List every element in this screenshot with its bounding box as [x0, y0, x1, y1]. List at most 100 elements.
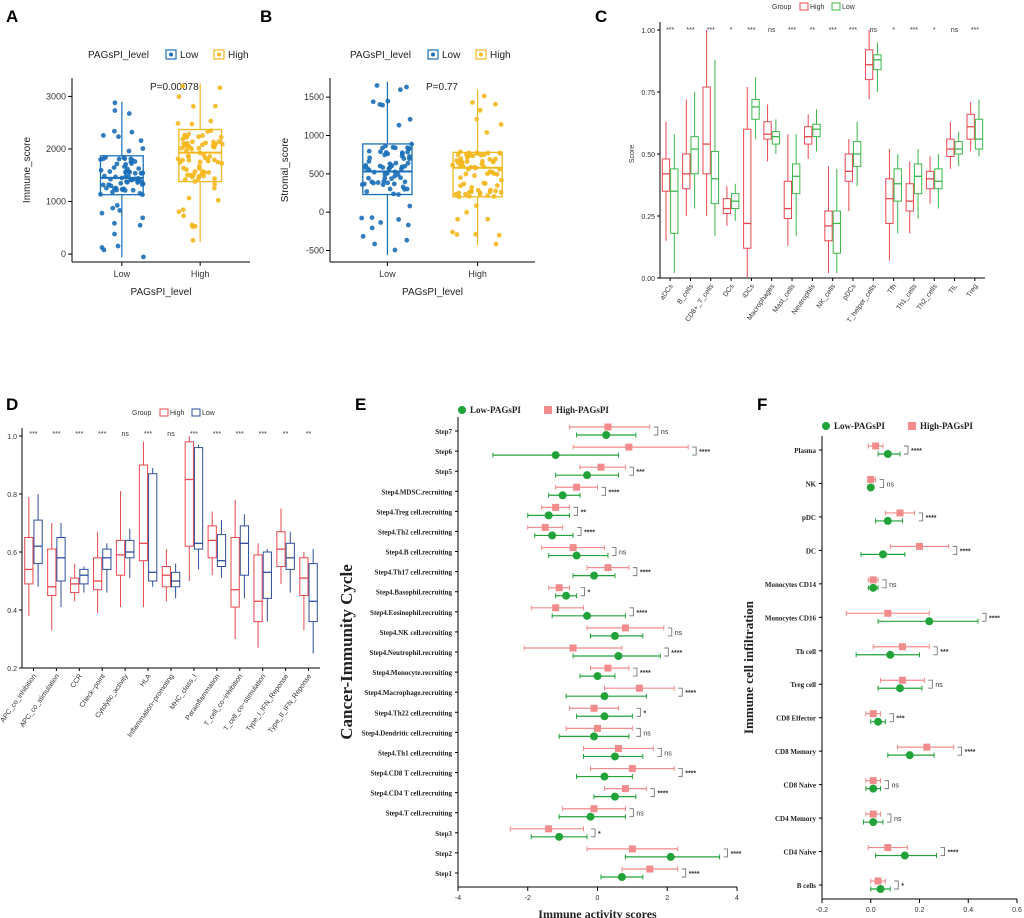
data-point [499, 177, 504, 183]
data-point [219, 160, 225, 166]
data-point [137, 190, 143, 196]
x-tick-label: NK_cells [816, 283, 838, 310]
x-tick-label: Type_I_IFN_Reponse [245, 673, 290, 733]
point-high [884, 609, 892, 617]
point-low [614, 652, 623, 660]
significance-label: ns [661, 429, 669, 436]
data-point [463, 191, 468, 197]
box-low [171, 571, 181, 588]
box-low [710, 151, 720, 205]
x-tick-label: Treg [966, 283, 980, 299]
data-point [407, 203, 413, 209]
significance-bracket [650, 788, 655, 798]
data-point [380, 165, 386, 170]
significance-label: *** [636, 469, 644, 476]
data-point [369, 225, 375, 231]
data-point [210, 143, 216, 149]
significance-bracket [611, 547, 617, 556]
significance-label: *** [910, 27, 918, 34]
legend-label-low: Low [842, 4, 856, 11]
x-tick-label: T_cell_co−stimulation [223, 673, 268, 732]
row-label: Step7 [435, 428, 452, 436]
point-low [874, 717, 883, 726]
data-point [184, 167, 189, 173]
legend-label-low: Low [180, 50, 199, 61]
y-tick-label: 0.6 [7, 550, 17, 557]
box-high [115, 539, 126, 576]
significance-bracket [692, 446, 697, 456]
box-high [230, 537, 240, 608]
legend-key-high [159, 408, 169, 417]
point-high [898, 676, 906, 684]
data-point [387, 165, 392, 171]
data-point [399, 153, 405, 159]
point-high [896, 509, 904, 517]
data-point [485, 150, 491, 156]
x-tick-label: High [191, 269, 210, 279]
row-label: Step4.Eosinophil.recruiting [370, 609, 452, 617]
data-point [116, 134, 121, 140]
point-high [594, 724, 601, 732]
data-point [367, 155, 373, 161]
data-point [218, 134, 224, 140]
point-low [590, 732, 599, 741]
x-tick-label: High [468, 269, 487, 279]
data-point [454, 232, 460, 237]
data-point [184, 148, 189, 153]
box-high [783, 180, 793, 219]
row-label: Step4.Monocyte.recruiting [372, 669, 452, 677]
data-point [211, 139, 216, 145]
box-low [193, 447, 204, 550]
data-point [374, 83, 380, 88]
data-point [100, 182, 106, 188]
data-point [201, 152, 207, 158]
significance-label: *** [213, 431, 221, 438]
box-high [722, 198, 732, 215]
significance-bracket [918, 512, 924, 522]
legend-label-high: High [490, 50, 511, 61]
box-low [832, 210, 841, 254]
box-low [362, 143, 413, 196]
data-point [112, 100, 118, 106]
significance-label: **** [657, 791, 668, 798]
y-tick-label: 500 [309, 169, 324, 179]
data-point [180, 157, 185, 163]
data-point [390, 144, 396, 150]
data-point [396, 122, 402, 128]
significance-label: *** [747, 27, 755, 34]
y-tick-label: 0.25 [641, 214, 655, 221]
row-label: pDC [802, 514, 816, 522]
x-tick-label: -2 [525, 895, 531, 902]
p-value-annotation: P=0.00078 [150, 82, 199, 93]
significance-label: *** [829, 27, 837, 34]
point-high [590, 704, 598, 712]
significance-bracket [664, 647, 669, 657]
data-point [407, 116, 413, 122]
data-point [468, 188, 474, 194]
point-high [569, 644, 577, 652]
x-tick-label: 0.6 [1012, 907, 1022, 914]
data-point [211, 185, 217, 191]
data-point [200, 142, 205, 148]
significance-label: ns [636, 811, 644, 818]
significance-label: *** [98, 431, 106, 438]
point-low [610, 631, 619, 640]
point-high [628, 845, 636, 853]
box-low [239, 525, 250, 576]
x-tick-label: DCs [722, 283, 736, 299]
box-high [178, 128, 223, 183]
significance-label: *** [971, 27, 979, 34]
data-point [392, 173, 398, 179]
x-tick-label: B_cells [676, 283, 695, 306]
panel-letter-A: A [6, 7, 18, 26]
panel-d: GroupHighLow0.20.40.60.81.0Score***APC_c… [0, 408, 320, 739]
data-point [185, 143, 191, 149]
data-point [215, 159, 221, 165]
data-point [137, 222, 143, 228]
point-low [551, 451, 560, 460]
box-high [161, 566, 172, 588]
data-point [196, 176, 201, 181]
data-point [380, 102, 385, 108]
point-high [872, 442, 880, 450]
point-high [569, 544, 577, 552]
